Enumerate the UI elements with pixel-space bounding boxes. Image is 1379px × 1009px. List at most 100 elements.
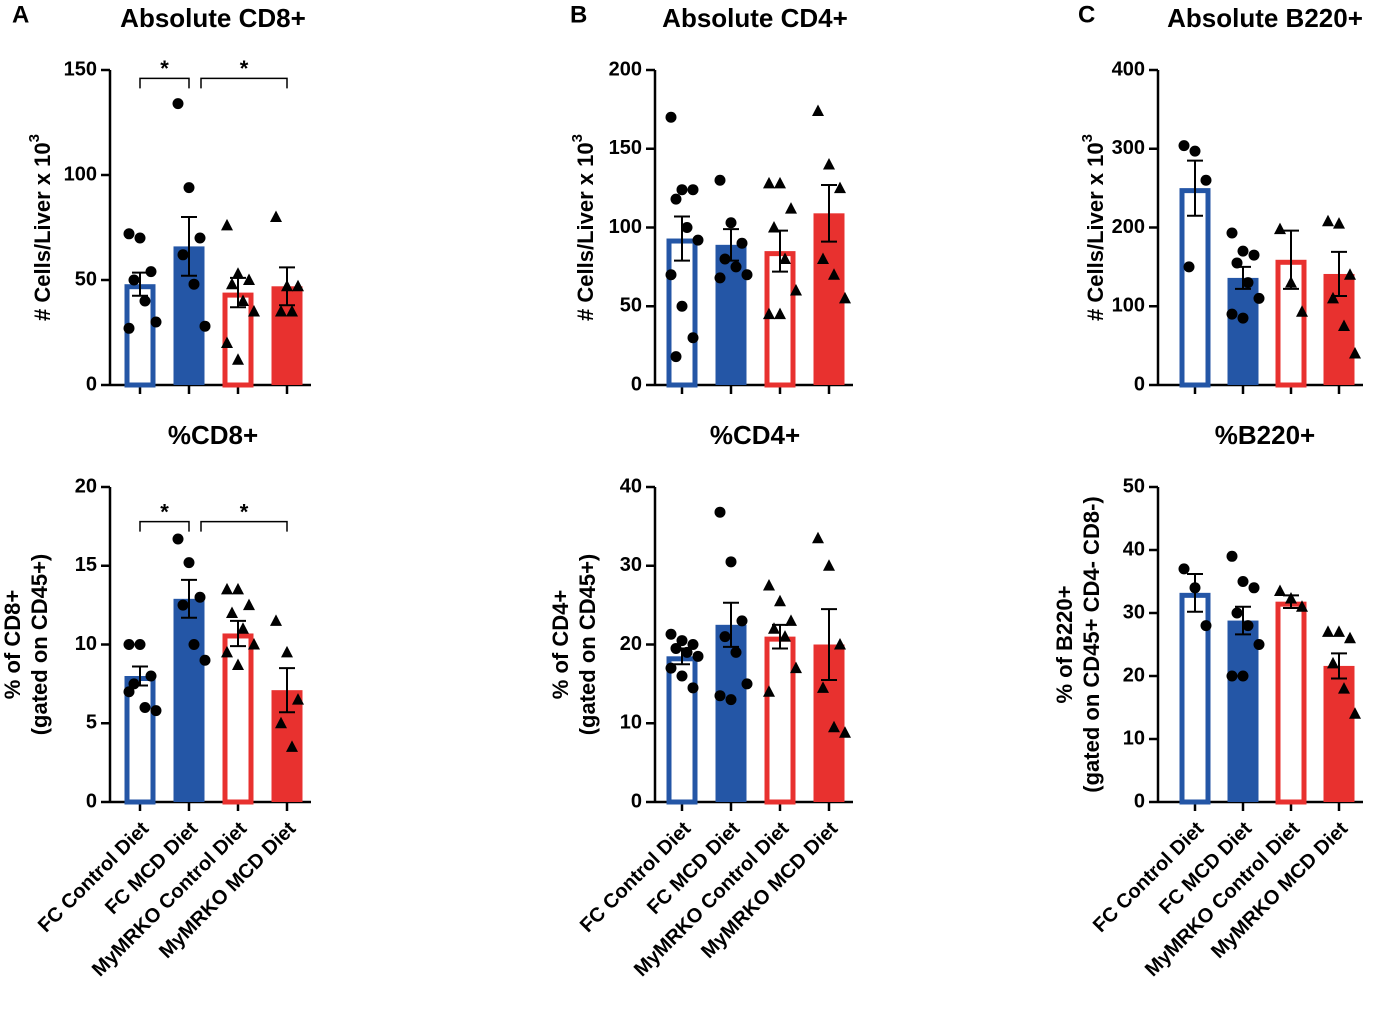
chart-title: Absolute B220+ bbox=[1167, 3, 1363, 33]
point bbox=[1226, 670, 1238, 682]
point bbox=[134, 639, 146, 650]
point bbox=[183, 557, 195, 569]
y-axis-label: (gated on CD45+) bbox=[575, 554, 600, 736]
point bbox=[1200, 620, 1212, 632]
point bbox=[763, 307, 775, 320]
error-bar bbox=[279, 667, 295, 714]
point bbox=[243, 273, 255, 285]
significance-bracket bbox=[139, 77, 190, 89]
point bbox=[763, 578, 775, 591]
y-tick-label: 40 bbox=[1123, 538, 1145, 560]
point bbox=[687, 639, 699, 650]
y-tick-label: 0 bbox=[631, 790, 642, 812]
point bbox=[1237, 245, 1249, 257]
point bbox=[719, 631, 731, 643]
point bbox=[1333, 625, 1345, 637]
point bbox=[199, 654, 211, 666]
point bbox=[1338, 319, 1350, 331]
y-tick-label: 200 bbox=[1112, 216, 1145, 238]
chart-title: %CD4+ bbox=[710, 420, 800, 450]
point bbox=[839, 291, 851, 304]
bar bbox=[222, 292, 254, 388]
point bbox=[741, 269, 753, 281]
point bbox=[1231, 257, 1243, 269]
point bbox=[270, 210, 282, 222]
y-tick-label: 20 bbox=[75, 475, 97, 497]
point bbox=[221, 645, 233, 658]
point bbox=[194, 591, 206, 603]
bar bbox=[1227, 620, 1259, 802]
y-axis-label-superscript: 3 bbox=[569, 134, 586, 142]
point bbox=[779, 252, 791, 264]
point bbox=[1226, 227, 1238, 239]
point bbox=[243, 598, 255, 611]
point bbox=[1237, 576, 1249, 587]
y-tick-label: 300 bbox=[1112, 137, 1145, 159]
point bbox=[128, 678, 140, 690]
error-bar bbox=[132, 665, 148, 687]
point bbox=[725, 217, 737, 229]
point bbox=[232, 658, 244, 670]
y-tick-label: 100 bbox=[64, 163, 97, 185]
point bbox=[714, 272, 726, 284]
error-bar bbox=[1283, 594, 1299, 609]
point bbox=[1183, 261, 1195, 273]
point bbox=[774, 594, 786, 607]
point bbox=[134, 232, 146, 244]
error-bar bbox=[772, 623, 788, 650]
error-bar bbox=[1235, 265, 1251, 290]
point bbox=[237, 294, 249, 306]
chart-panel: C Absolute B220+ # Cells/Liver x 103 0 100 20… bbox=[1078, 1, 1363, 395]
point bbox=[823, 559, 835, 571]
panel-letter: A bbox=[12, 1, 29, 28]
error-bar bbox=[674, 647, 690, 666]
y-tick-label: 40 bbox=[620, 475, 642, 497]
y-tick-label: 100 bbox=[609, 216, 642, 238]
point bbox=[188, 278, 200, 290]
point bbox=[1327, 656, 1339, 669]
y-tick-label: 30 bbox=[1123, 601, 1145, 623]
point bbox=[1242, 277, 1254, 289]
point bbox=[768, 221, 780, 233]
point bbox=[232, 582, 244, 595]
error-bar bbox=[230, 276, 246, 309]
point bbox=[774, 176, 786, 189]
y-axis-label-text: # Cells/Liver x 10 bbox=[30, 142, 55, 321]
y-tick-label: 200 bbox=[609, 58, 642, 80]
point bbox=[839, 726, 851, 738]
point bbox=[221, 582, 233, 595]
y-tick-label: 10 bbox=[75, 633, 97, 655]
point bbox=[1274, 222, 1286, 235]
error-bar bbox=[674, 215, 690, 262]
point bbox=[1189, 145, 1201, 157]
bar bbox=[1179, 188, 1211, 388]
point bbox=[725, 694, 737, 706]
point bbox=[714, 174, 726, 186]
point bbox=[1274, 584, 1286, 596]
point bbox=[785, 614, 797, 626]
point bbox=[172, 98, 184, 110]
point bbox=[665, 269, 677, 281]
y-axis-label-superscript: 3 bbox=[26, 134, 43, 142]
error-bar bbox=[1283, 229, 1299, 290]
point bbox=[139, 702, 151, 713]
point bbox=[714, 690, 726, 702]
point bbox=[177, 599, 189, 611]
point bbox=[123, 228, 135, 240]
point bbox=[1344, 631, 1356, 644]
point bbox=[275, 305, 287, 317]
point bbox=[812, 531, 824, 544]
y-tick-label: 30 bbox=[620, 554, 642, 576]
chart-panel: A Absolute CD8+ # Cells/Liver x 103 0 50 100 1… bbox=[12, 1, 311, 395]
significance-bracket bbox=[139, 520, 190, 532]
point bbox=[145, 266, 157, 278]
point bbox=[172, 533, 184, 545]
error-bar bbox=[821, 608, 837, 681]
point bbox=[676, 184, 688, 196]
point bbox=[730, 646, 742, 658]
y-axis-label-superscript: 3 bbox=[1079, 134, 1096, 142]
point bbox=[1333, 217, 1345, 229]
y-axis-label-text: # Cells/Liver x 10 bbox=[573, 142, 598, 321]
point bbox=[188, 639, 200, 650]
point bbox=[177, 249, 189, 261]
